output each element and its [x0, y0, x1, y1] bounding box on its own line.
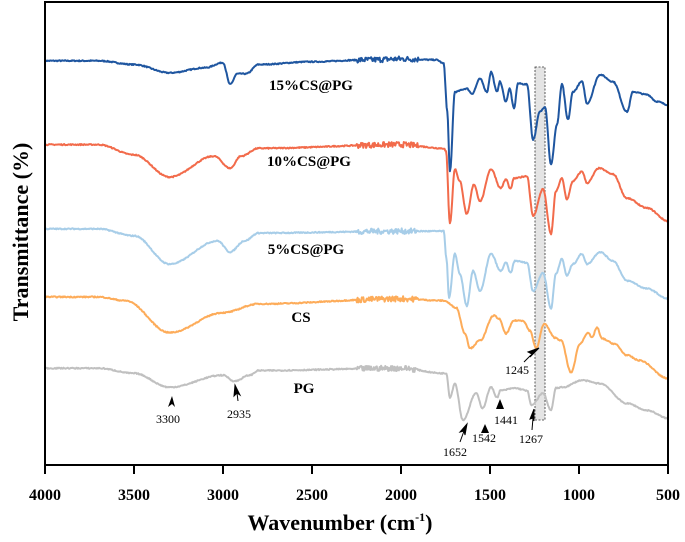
highlight-band	[534, 66, 546, 421]
x-tick-label: 2500	[296, 487, 328, 504]
x-tick-label: 3000	[207, 487, 239, 504]
series-label-15: 15%CS@PG	[269, 78, 353, 94]
x-tick-label: 2000	[385, 487, 417, 504]
series-label-5: 5%CS@PG	[268, 242, 345, 258]
x-tick-label: 500	[656, 487, 680, 504]
peak-label-3300: 3300	[156, 412, 180, 426]
arrow-icon	[529, 408, 535, 431]
x-ticks: 4000 3500 3000 2500 2000 1500 1000 500	[29, 465, 680, 504]
arrow-icon	[233, 383, 242, 402]
peak-label-1267: 1267	[519, 432, 543, 446]
plot-frame	[44, 1, 669, 466]
arrow-icon	[481, 424, 489, 433]
peak-label-1542: 1542	[472, 431, 496, 445]
y-axis-title: Transmittance (%)	[8, 143, 33, 322]
series-line-1	[44, 141, 669, 236]
arrow-icon	[496, 399, 504, 409]
x-tick-label: 1000	[563, 487, 595, 504]
x-tick-label: 4000	[29, 487, 61, 504]
peak-label-1245: 1245	[505, 363, 529, 377]
series-line-0	[44, 55, 669, 173]
x-tick-label: 1500	[474, 487, 506, 504]
series-label-pg: PG	[294, 381, 315, 397]
arrow-icon	[458, 422, 468, 443]
series-label-10: 10%CS@PG	[267, 154, 351, 170]
arrow-icon	[523, 347, 540, 363]
arrow-icon	[168, 396, 175, 407]
series-line-4	[44, 364, 669, 422]
series-line-2	[44, 227, 669, 310]
x-axis-title: Wavenumber (cm-1)	[248, 510, 433, 535]
peak-label-2935: 2935	[227, 407, 251, 421]
peak-label-1652: 1652	[443, 445, 467, 459]
peak-annotations: 3300 2935 1652 1542 1441 1267 1245	[156, 347, 543, 459]
peak-label-1441: 1441	[494, 413, 518, 427]
series-layer	[44, 55, 669, 422]
x-tick-label: 3500	[118, 487, 150, 504]
series-label-cs: CS	[291, 310, 310, 326]
series-line-3	[44, 295, 669, 380]
